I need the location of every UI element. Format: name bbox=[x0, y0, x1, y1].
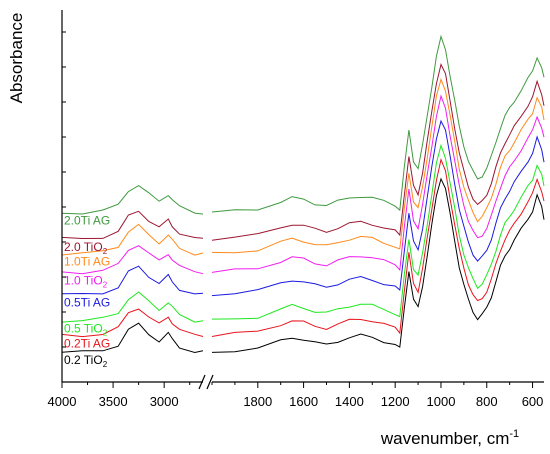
series-line-segment bbox=[211, 143, 545, 320]
series-line-segment bbox=[211, 177, 545, 353]
series-line bbox=[61, 94, 545, 275]
series-line-segment bbox=[211, 158, 545, 337]
x-tick-label: 1400 bbox=[335, 394, 364, 409]
series-line-segment bbox=[61, 185, 204, 215]
x-tick-label: 3500 bbox=[99, 394, 128, 409]
series-line bbox=[61, 34, 545, 215]
series-line-segment bbox=[61, 210, 204, 240]
series-line-segment bbox=[61, 308, 204, 338]
x-tick-label: 1600 bbox=[289, 394, 318, 409]
axes: 4000 3500 3000 1800 1600 1400 1200 1000 800 600 bbox=[48, 10, 544, 409]
series-line-segment bbox=[211, 94, 545, 273]
series-label: 2.0 TiO2 bbox=[64, 240, 108, 256]
axis-break-mark bbox=[206, 374, 214, 390]
series-line-segment bbox=[61, 245, 204, 275]
series-label: 2.0Ti AG bbox=[64, 214, 110, 228]
series-line-segment bbox=[61, 291, 204, 323]
series-line-segment bbox=[61, 265, 204, 295]
x-tick-label: 1200 bbox=[381, 394, 410, 409]
x-tick-label: 4000 bbox=[48, 394, 77, 409]
series-line bbox=[61, 63, 545, 241]
series-label: 0.5Ti AG bbox=[64, 296, 110, 310]
x-tick-label: 600 bbox=[522, 394, 544, 409]
series-line bbox=[61, 119, 545, 297]
series-line-segment bbox=[61, 223, 204, 256]
series-labels: 0.2 TiO2 0.2Ti AG0.5 TiO2 0.5Ti AG 1.0 TiO2… bbox=[64, 214, 110, 369]
x-axis-label: wavenumber, cm-1 bbox=[380, 428, 519, 448]
x-tick-label: 800 bbox=[476, 394, 498, 409]
y-axis-label: Absorbance bbox=[7, 13, 26, 104]
series-label: 0.2Ti AG bbox=[64, 337, 110, 351]
x-axis-label-main: wavenumber, cm bbox=[380, 429, 510, 448]
axis-break-mark bbox=[198, 374, 206, 390]
series-line-segment bbox=[211, 119, 545, 297]
series-line bbox=[61, 143, 545, 323]
x-tick-label: 3000 bbox=[150, 394, 179, 409]
series-label: 1.0Ti AG bbox=[64, 255, 110, 269]
x-tick-label: 1000 bbox=[427, 394, 456, 409]
series-lines bbox=[61, 34, 545, 354]
series-line-segment bbox=[211, 34, 545, 213]
series-line bbox=[61, 77, 545, 256]
series-label: 1.0 TiO2 bbox=[64, 273, 108, 289]
x-axis-label-superscript: -1 bbox=[509, 428, 519, 440]
series-line-segment bbox=[211, 77, 545, 254]
series-line-segment bbox=[61, 322, 204, 354]
series-line bbox=[61, 177, 545, 354]
series-line-segment bbox=[211, 63, 545, 241]
series-label: 0.2 TiO2 bbox=[64, 353, 108, 369]
series-line bbox=[61, 158, 545, 338]
x-tick-label: 1800 bbox=[243, 394, 272, 409]
series-label: 0.5 TiO2 bbox=[64, 322, 108, 338]
